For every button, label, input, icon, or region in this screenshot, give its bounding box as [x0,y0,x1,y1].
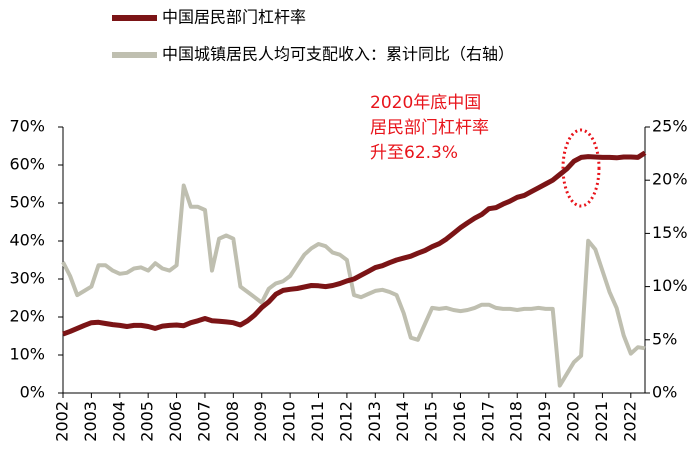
x-tick-label: 2011 [308,401,327,442]
series-line [62,150,647,337]
y2-tick-label: 5% [652,329,677,348]
series-line [61,183,646,388]
annotation: 升至62.3% [370,143,458,163]
y2-tick-label: 0% [652,383,677,402]
x-tick-label: 2003 [81,401,100,442]
y2-tick-label: 20% [652,170,688,189]
annotation: 2020年底中国 [370,93,481,113]
y-tick-label: 50% [9,193,45,212]
x-tick-label: 2019 [535,401,554,442]
x-tick-label: 2008 [223,401,242,442]
x-tick-label: 2015 [422,401,441,442]
y-tick-label: 20% [9,307,45,326]
x-tick-label: 2005 [138,401,157,442]
x-tick-label: 2002 [53,401,72,442]
x-tick-label: 2004 [109,401,128,442]
x-tick-label: 2018 [507,401,526,442]
y-tick-label: 0% [20,383,45,402]
x-tick-label: 2014 [393,401,412,442]
y2-tick-label: 10% [652,276,688,295]
legend-label: 中国城镇居民人均可支配收入：累计同比（右轴） [162,45,514,64]
x-tick-label: 2017 [478,401,497,442]
y-tick-label: 40% [9,231,45,250]
y-tick-label: 30% [9,269,45,288]
x-tick-label: 2007 [194,401,213,442]
x-tick-label: 2006 [166,401,185,442]
y-tick-label: 60% [9,155,45,174]
highlight-ellipse [561,128,601,208]
y-tick-label: 70% [9,117,45,136]
y2-tick-label: 15% [652,223,688,242]
x-tick-label: 2012 [336,401,355,442]
x-tick-label: 2010 [280,401,299,442]
x-tick-label: 2013 [365,401,384,442]
y2-tick-label: 25% [652,117,688,136]
x-tick-label: 2009 [251,401,270,442]
x-tick-label: 2021 [592,401,611,442]
annotation: 居民部门杠杆率 [370,118,489,138]
legend-label: 中国居民部门杠杆率 [162,8,306,27]
x-tick-label: 2020 [564,401,583,442]
x-tick-label: 2022 [620,401,639,442]
x-tick-label: 2016 [450,401,469,442]
y-tick-label: 10% [9,345,45,364]
